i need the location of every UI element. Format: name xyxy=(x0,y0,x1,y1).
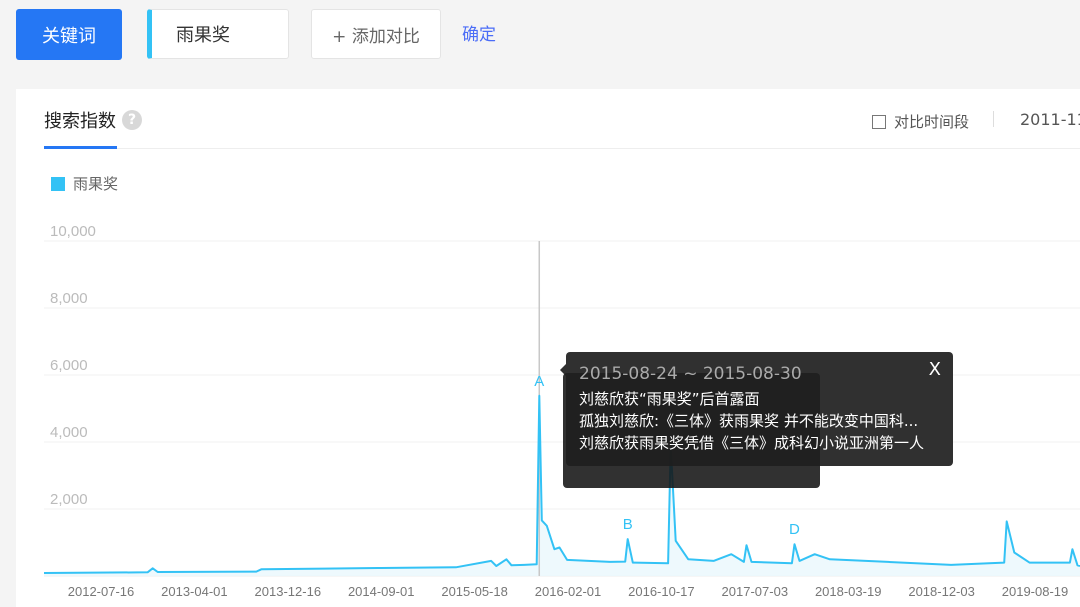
y-tick-label: 4,000 xyxy=(50,424,88,441)
annotation-marker-b: B xyxy=(623,516,633,533)
event-tooltip: 2015-08-24 ~ 2015-08-30 刘慈欣获“雨果奖”后首露面 孤独… xyxy=(560,352,953,466)
confirm-link[interactable]: 确定 xyxy=(462,25,496,45)
legend-item[interactable]: 雨果奖 xyxy=(51,173,118,194)
tab-label: 搜索指数 xyxy=(44,111,116,132)
question-icon[interactable]: ? xyxy=(122,110,142,130)
x-tick-label: 2012-07-16 xyxy=(68,584,135,599)
keyword-value: 雨果奖 xyxy=(176,25,230,46)
y-tick-label: 6,000 xyxy=(50,357,88,374)
x-tick-label: 2014-09-01 xyxy=(348,584,415,599)
x-tick-label: 2019-08-19 xyxy=(1002,584,1069,599)
x-tick-label: 2015-05-18 xyxy=(441,584,508,599)
tooltip-arrow xyxy=(560,364,566,376)
tooltip-date: 2015-08-24 ~ 2015-08-30 xyxy=(579,364,802,384)
tooltip-news-item[interactable]: 刘慈欣获“雨果奖”后首露面 xyxy=(579,390,760,408)
divider xyxy=(993,111,994,127)
date-range-picker[interactable]: 2011-11 xyxy=(1020,110,1080,129)
tooltip-news-item[interactable]: 孤独刘慈欣:《三体》获雨果奖 并不能改变中国科... xyxy=(579,412,919,430)
tab-search-index[interactable]: 搜索指数 ? xyxy=(44,107,142,133)
y-tick-label: 2,000 xyxy=(50,491,88,508)
add-compare-button[interactable]: + 添加对比 xyxy=(311,9,441,59)
legend-swatch xyxy=(51,176,65,191)
checkbox-icon[interactable] xyxy=(872,114,886,129)
x-tick-label: 2013-04-01 xyxy=(161,584,228,599)
x-tick-label: 2013-12-16 xyxy=(255,584,322,599)
x-tick-label: 2016-02-01 xyxy=(535,584,602,599)
keyword-input[interactable]: 雨果奖 xyxy=(147,9,289,59)
x-tick-label: 2018-12-03 xyxy=(908,584,975,599)
tab-divider xyxy=(44,148,1080,149)
search-index-panel: 搜索指数 ? 对比时间段 2011-11 雨果奖 xyxy=(16,89,1080,607)
x-tick-label: 2017-07-03 xyxy=(722,584,789,599)
annotation-marker-d: D xyxy=(789,521,800,538)
series-line xyxy=(43,394,1080,574)
close-icon[interactable]: X xyxy=(928,359,941,380)
y-tick-label: 10,000 xyxy=(50,223,96,240)
x-tick-label: 2016-10-17 xyxy=(628,584,695,599)
compare-period-toggle[interactable]: 对比时间段 xyxy=(872,111,969,132)
legend-label: 雨果奖 xyxy=(73,175,119,193)
x-tick-label: 2018-03-19 xyxy=(815,584,882,599)
y-tick-label: 8,000 xyxy=(50,290,88,307)
active-tab-underline xyxy=(44,146,117,149)
annotation-marker-a: A xyxy=(534,373,544,390)
keyword-button[interactable]: 关键词 xyxy=(16,9,122,60)
tooltip-news-item[interactable]: 刘慈欣获雨果奖凭借《三体》成科幻小说亚洲第一人 xyxy=(579,434,925,452)
compare-period-label: 对比时间段 xyxy=(894,113,970,131)
